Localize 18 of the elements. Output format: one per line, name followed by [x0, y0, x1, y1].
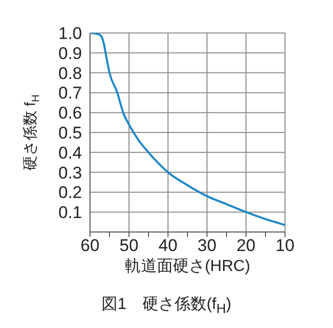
y-tick-label: 1.0 [58, 24, 82, 44]
y-tick-label: 0.1 [58, 203, 82, 222]
y-tick-label: 0.3 [58, 163, 82, 182]
y-tick-label: 0.5 [58, 124, 82, 143]
y-tick-label: 0.8 [58, 64, 82, 83]
x-tick-label: 30 [198, 236, 216, 256]
x-tick-label: 10 [276, 236, 294, 256]
x-tick-label: 50 [120, 236, 138, 256]
x-axis-title: 軌道面硬さ(HRC) [124, 257, 252, 277]
x-tick-label: 20 [236, 236, 256, 256]
y-tick-label: 0.7 [58, 84, 82, 103]
y-tick-label: 0.9 [58, 44, 82, 63]
y-tick-label: 0.6 [58, 104, 82, 123]
y-tick-label: 0.4 [58, 143, 82, 162]
text: 図1 硬さ係数(f$_{H}$) [100, 295, 232, 316]
x-tick-label: 60 [80, 236, 100, 256]
x-tick-label: 40 [158, 236, 178, 256]
y-tick-label: 0.2 [58, 183, 82, 202]
